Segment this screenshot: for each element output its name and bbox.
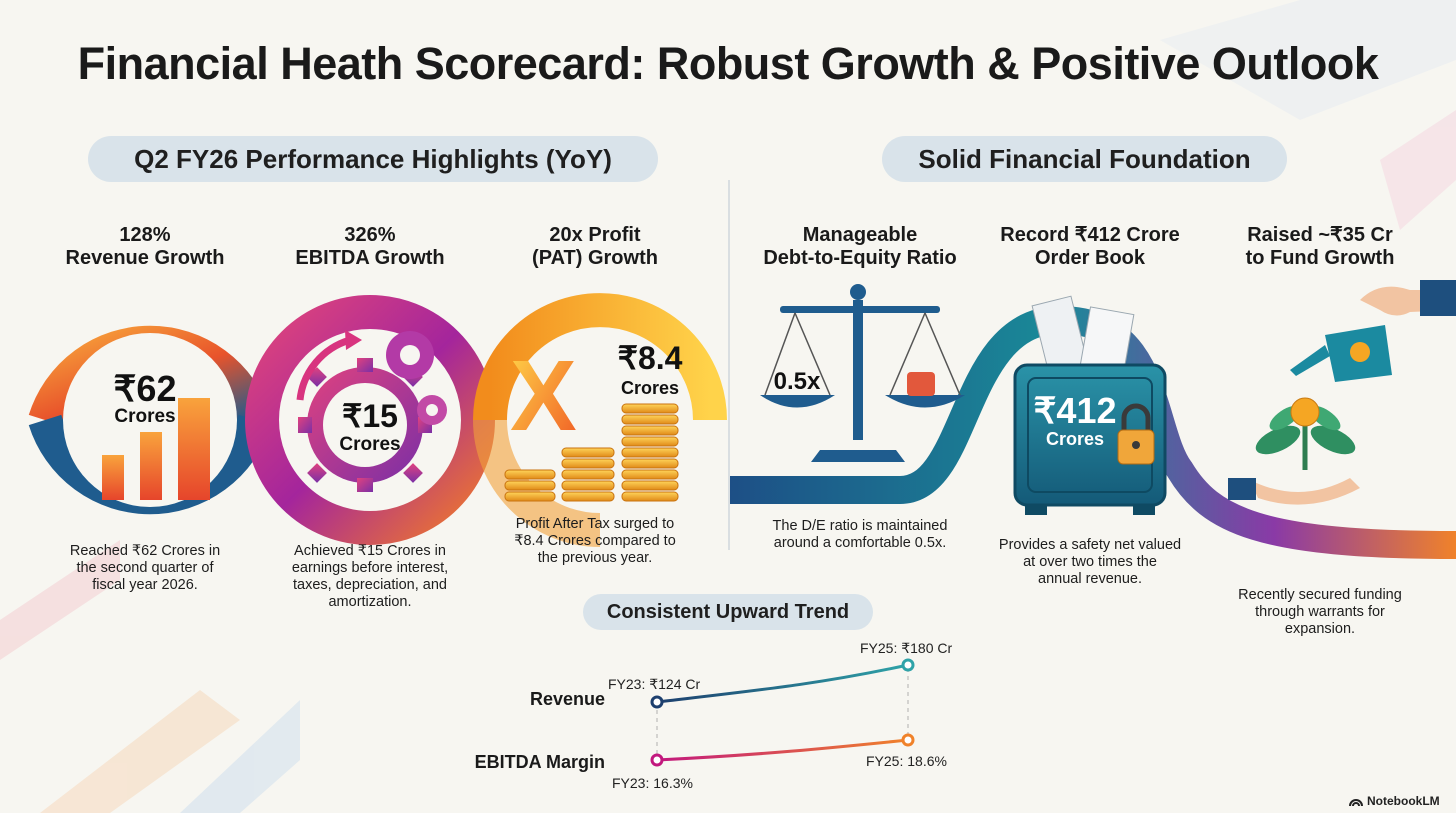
debt-equity-metric: Manageable Debt-to-Equity Ratio <box>745 224 975 270</box>
funding-description: Recently secured funding through warrant… <box>1215 587 1425 638</box>
description-line: ₹8.4 Crores compared to <box>514 533 676 549</box>
description-line: Provides a safety net valued <box>998 537 1182 553</box>
small-gear-icon <box>386 331 447 425</box>
metric-line: (PAT) Growth <box>532 247 658 269</box>
revenue-unit: Crores <box>114 406 176 427</box>
description-line: amortization. <box>328 594 412 610</box>
debt-equity-description: The D/E ratio is maintained around a com… <box>750 518 970 552</box>
description-line: earnings before interest, <box>291 560 449 576</box>
ebitda-growth-metric: 326% EBITDA Growth <box>265 224 475 270</box>
revenue-start-point <box>650 695 664 709</box>
rupee-coin-icon <box>1290 397 1320 427</box>
description-line: around a comfortable 0.5x. <box>773 535 947 551</box>
order-book-unit: Crores <box>1045 429 1105 449</box>
description-line: Profit After Tax surged to <box>515 516 675 532</box>
weight-icon <box>907 372 935 396</box>
notebooklm-logo-icon <box>1349 799 1363 806</box>
metric-line: Raised ~₹35 Cr <box>1247 224 1393 246</box>
pat-value: ₹8.4 <box>617 340 683 376</box>
ebitda-start-label: FY23: 16.3% <box>612 775 693 791</box>
branding-name: NotebookLM <box>1367 794 1440 808</box>
description-line: expansion. <box>1284 621 1356 637</box>
page-title: Financial Heath Scorecard: Robust Growth… <box>77 38 1379 89</box>
ebitda-description: Achieved ₹15 Crores in earnings before i… <box>265 543 475 611</box>
revenue-trend-line <box>656 663 909 704</box>
metric-line: 128% <box>119 224 171 246</box>
metric-line: Debt-to-Equity Ratio <box>763 247 957 269</box>
padlock-icon <box>1117 403 1155 465</box>
order-book-metric: Record ₹412 Crore Order Book <box>980 224 1200 270</box>
ebitda-unit: Crores <box>339 434 401 455</box>
pat-growth-metric: 20x Profit (PAT) Growth <box>490 224 700 270</box>
description-line: The D/E ratio is maintained <box>772 518 948 534</box>
description-line: Reached ₹62 Crores in <box>69 543 221 559</box>
revenue-end-point <box>901 658 915 672</box>
ebitda-end-point <box>901 733 915 747</box>
revenue-end-label: FY25: ₹180 Cr <box>860 640 953 656</box>
metric-line: to Fund Growth <box>1245 247 1395 269</box>
pat-unit: Crores <box>620 378 680 398</box>
ebitda-value: ₹15 <box>342 398 398 434</box>
gear-icon <box>298 358 432 492</box>
pat-description: Profit After Tax surged to ₹8.4 Crores c… <box>490 516 700 567</box>
trend-heading: Consistent Upward Trend <box>583 594 873 630</box>
description-line: through warrants for <box>1255 604 1385 620</box>
bar-icon-2 <box>140 432 162 500</box>
debt-equity-value: 0.5x <box>773 368 821 395</box>
revenue-row-label: Revenue <box>529 689 605 709</box>
revenue-ring-graphic <box>28 325 272 515</box>
coin-stacks-icon <box>504 403 679 502</box>
metric-line: Manageable <box>802 224 918 246</box>
watering-can-icon <box>1290 325 1392 382</box>
growth-arrow-icon <box>296 336 352 401</box>
metric-line: Record ₹412 Crore <box>1000 224 1180 246</box>
description-line: fiscal year 2026. <box>92 577 198 593</box>
open-hand-icon <box>1250 478 1360 505</box>
order-book-description: Provides a safety net valued at over two… <box>975 537 1205 588</box>
ebitda-end-label: FY25: 18.6% <box>866 753 947 769</box>
multiplier-x-icon: X <box>510 340 577 452</box>
bar-icon-1 <box>102 455 124 500</box>
ebitda-start-point <box>650 753 664 767</box>
ebitda-ring-graphic <box>245 295 495 545</box>
description-line: the second quarter of <box>76 560 214 576</box>
revenue-description: Reached ₹62 Crores in the second quarter… <box>40 543 250 594</box>
funding-illustration <box>1228 280 1456 505</box>
branding: NotebookLM <box>1349 794 1440 808</box>
revenue-start-label: FY23: ₹124 Cr <box>608 676 701 692</box>
right-section-heading: Solid Financial Foundation <box>882 136 1287 182</box>
trend-chart <box>650 658 915 767</box>
metric-line: Order Book <box>1034 247 1146 269</box>
metric-line: EBITDA Growth <box>295 247 445 269</box>
pat-ring-graphic: X <box>473 293 727 547</box>
ebitda-trend-line <box>656 738 909 762</box>
balance-scale-icon <box>760 284 965 462</box>
description-line: the previous year. <box>537 550 653 566</box>
description-line: taxes, depreciation, and <box>293 577 447 593</box>
description-line: Achieved ₹15 Crores in <box>294 543 446 559</box>
order-book-value: ₹412 <box>1033 390 1117 431</box>
revenue-value: ₹62 <box>113 368 177 409</box>
description-line: annual revenue. <box>1038 571 1142 587</box>
plant-icon <box>1255 397 1356 470</box>
ebitda-row-label: EBITDA Margin <box>474 752 605 772</box>
description-line: at over two times the <box>1023 554 1157 570</box>
funding-metric: Raised ~₹35 Cr to Fund Growth <box>1215 224 1425 270</box>
left-section-heading: Q2 FY26 Performance Highlights (YoY) <box>88 136 658 182</box>
description-line: Recently secured funding <box>1238 587 1402 603</box>
safe-icon <box>1013 295 1167 515</box>
metric-line: Revenue Growth <box>65 247 225 269</box>
metric-line: 20x Profit <box>549 224 641 246</box>
bar-icon-3 <box>178 398 210 500</box>
revenue-growth-metric: 128% Revenue Growth <box>40 224 250 270</box>
metric-line: 326% <box>344 224 396 246</box>
